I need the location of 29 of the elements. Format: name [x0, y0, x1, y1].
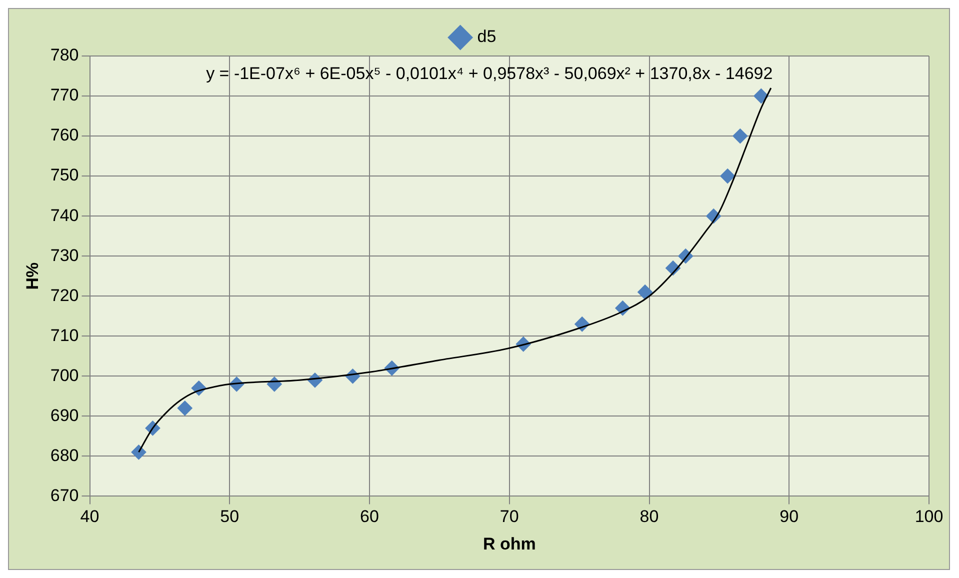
point	[720, 168, 736, 184]
point	[732, 128, 748, 144]
y-tick-label: 780	[50, 46, 79, 65]
legend-label: d5	[477, 27, 496, 46]
y-tick-label: 740	[50, 206, 79, 225]
x-tick-label: 80	[640, 507, 659, 526]
y-tick-label: 730	[50, 246, 79, 265]
x-tick-label: 40	[80, 507, 100, 526]
y-tick-label: 670	[50, 486, 79, 505]
y-tick-label: 720	[50, 286, 79, 305]
point	[177, 400, 192, 416]
y-axis-title: H%	[22, 262, 42, 290]
point	[754, 88, 769, 104]
annotation: y = -1E-07x⁶ + 6E-05x⁵ - 0,0101x⁴ + 0,9578x³ - 50,069x² + 1370,8x - 14692	[206, 64, 773, 84]
y-tick-label: 750	[50, 166, 79, 185]
y-tick-label: 680	[50, 446, 79, 465]
y-tick-label: 770	[50, 86, 79, 105]
x-tick-label: 50	[220, 507, 240, 526]
point	[638, 284, 653, 300]
point	[131, 444, 146, 460]
x-tick-label: 100	[914, 507, 944, 526]
y-tick-label: 760	[50, 126, 79, 145]
x-tick-label: 60	[360, 507, 379, 526]
y-tick-label: 690	[50, 406, 79, 425]
x-axis-title: R ohm	[482, 534, 536, 554]
x-tick-label: 90	[780, 507, 799, 526]
y-tick-label: 710	[50, 326, 79, 345]
y-tick-label: 700	[50, 366, 79, 385]
x-tick-label: 70	[500, 507, 519, 526]
